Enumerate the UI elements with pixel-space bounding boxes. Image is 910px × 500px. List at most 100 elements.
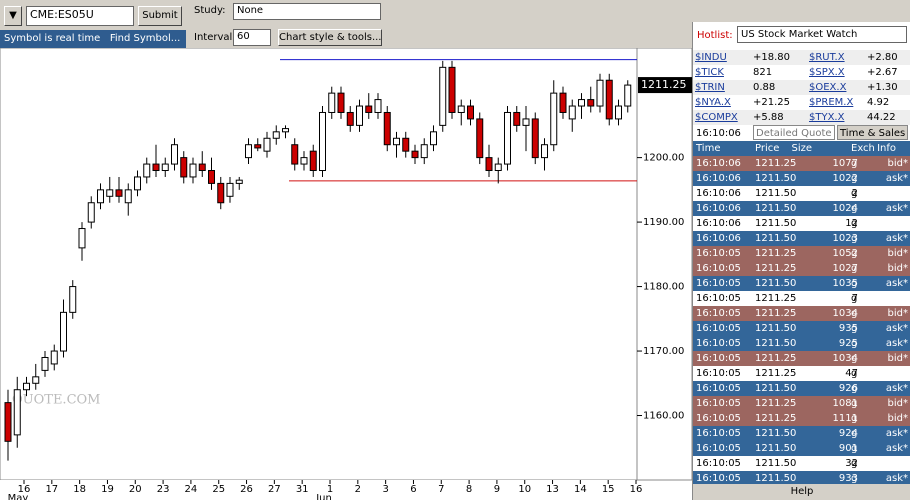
ts-cell: g	[851, 173, 858, 184]
ts-cell: 1023	[832, 233, 858, 244]
ts-cell: g	[851, 458, 858, 469]
ts-cell: 16:10:05	[696, 263, 741, 274]
help-link[interactable]: Help	[693, 484, 910, 500]
ts-cell: bid*	[887, 158, 908, 169]
candle-body	[124, 189, 132, 204]
ts-cell: 7	[851, 293, 858, 304]
candle-body	[198, 163, 206, 172]
quote-row	[693, 50, 910, 65]
candle-body	[476, 118, 484, 159]
quote-symbol[interactable]: $TYX.X	[809, 112, 845, 123]
right-panel: Hotlist: US Stock Market Watch $INDU +18.80…	[692, 22, 910, 500]
quote-symbol[interactable]: $TRIN	[695, 82, 725, 93]
quote-row	[693, 80, 910, 95]
candle-body	[578, 99, 585, 107]
quote-symbol[interactable]: $TICK	[695, 67, 724, 78]
ts-cell: 1211.25	[755, 398, 797, 409]
interval-select[interactable]: 60	[233, 29, 271, 46]
hotlist-select[interactable]: US Stock Market Watch	[737, 26, 907, 43]
quote-symbol[interactable]: $OEX.X	[809, 82, 847, 93]
candle-body	[541, 144, 548, 159]
ts-cell: 16:10:05	[696, 293, 741, 304]
quote-row	[693, 65, 910, 80]
study-select[interactable]: None	[233, 3, 381, 20]
candle-body	[60, 311, 67, 352]
ts-cell: ask*	[885, 443, 908, 454]
candle-body	[439, 66, 447, 126]
ts-row	[693, 231, 910, 246]
ts-cell: 1211.50	[755, 473, 797, 484]
x-axis-area	[0, 480, 692, 500]
realtime-text: Symbol is real time	[4, 33, 101, 44]
menu-button[interactable]: ▼	[4, 6, 22, 26]
ts-cell: bid*	[887, 263, 908, 274]
ts-row	[693, 426, 910, 441]
ts-cell: 16:10:06	[696, 218, 741, 229]
ts-cell: 1211.50	[755, 278, 797, 289]
candle-body	[624, 84, 632, 107]
ts-cell: bid*	[887, 248, 908, 259]
ts-cell: 925	[838, 338, 858, 349]
quote-change: 821	[753, 67, 773, 78]
x-tick-label: 16	[18, 484, 31, 495]
tab[interactable]: Detailed Quote	[753, 125, 835, 140]
ts-cell: g	[851, 368, 858, 379]
candle-body	[356, 105, 363, 126]
ts-cell: ask*	[885, 473, 908, 484]
ts-cell: 1211.50	[755, 323, 797, 334]
candle-body	[245, 144, 252, 159]
month-label: Jun	[315, 493, 332, 500]
ts-cell: 16:10:05	[696, 413, 741, 424]
quote-symbol[interactable]: $COMPX	[695, 112, 738, 123]
candle-body	[550, 92, 558, 146]
ts-cell: 16:10:06	[696, 233, 741, 244]
hotlist-label: Hotlist:	[697, 30, 733, 41]
ts-cell: ask*	[885, 203, 908, 214]
quote-row	[693, 110, 910, 125]
ts-cell: 1211.25	[755, 308, 797, 319]
submit-button[interactable]: Submit	[138, 6, 182, 26]
candle-body	[568, 105, 576, 120]
quote-change: +2.80	[867, 52, 898, 63]
candle-body	[272, 131, 280, 139]
quote-symbol[interactable]: $PREM.X	[809, 97, 854, 108]
symbol-input[interactable]: CME:ES05U	[26, 6, 134, 26]
ts-cell: 32	[845, 458, 858, 469]
ts-cell: bid*	[887, 308, 908, 319]
ts-cell: 16:10:05	[696, 248, 741, 259]
ts-cell: 1027	[832, 263, 858, 274]
y-tick-label: 1160.00	[643, 411, 684, 422]
ts-cell: g	[851, 323, 858, 334]
candle-body	[411, 150, 419, 159]
ts-cell: ask*	[885, 428, 908, 439]
x-tick-label: 17	[45, 484, 58, 495]
tab[interactable]: Time & Sales	[837, 125, 909, 140]
candle-body	[180, 157, 188, 178]
ts-cell: 1211.25	[755, 263, 797, 274]
candle-body	[615, 105, 622, 120]
quote-symbol[interactable]: $RUT.X	[809, 52, 845, 63]
candle-body	[587, 99, 595, 107]
ts-cell: g	[851, 353, 858, 364]
ts-row	[693, 171, 910, 186]
candle-body	[420, 144, 428, 159]
ts-cell: 12	[845, 218, 858, 229]
candle-body	[513, 111, 521, 126]
quote-symbol[interactable]: $INDU	[695, 52, 727, 63]
ts-cell: ask*	[885, 323, 908, 334]
candle-body	[522, 118, 530, 126]
candle-body	[161, 163, 169, 172]
x-tick-label: 27	[268, 484, 281, 495]
quote-symbol[interactable]: $NYA.X	[695, 97, 731, 108]
ts-cell: ask*	[885, 278, 908, 289]
ts-cell: 1211.50	[755, 383, 797, 394]
ts-cell: 1211.50	[755, 443, 797, 454]
ts-row	[693, 186, 910, 201]
ts-row	[693, 366, 910, 381]
ts-cell: 1211.25	[755, 293, 797, 304]
ts-row	[693, 411, 910, 426]
chart-style-button[interactable]: Chart style & tools...	[278, 29, 382, 46]
ts-header	[693, 141, 910, 156]
find-symbol[interactable]: Find Symbol...	[109, 33, 181, 44]
quote-symbol[interactable]: $SPX.X	[809, 67, 845, 78]
